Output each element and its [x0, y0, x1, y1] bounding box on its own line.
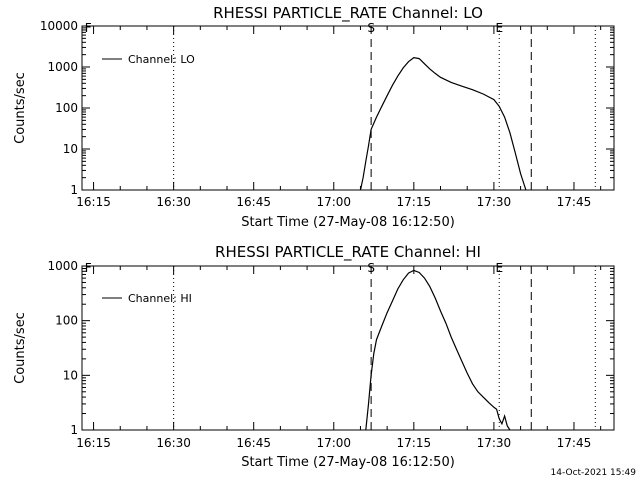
x-tick-label: 17:00 [316, 195, 351, 209]
y-tick-label: 1 [70, 183, 78, 197]
x-tick-label: 17:45 [557, 436, 592, 450]
x-tick-label: 17:45 [557, 195, 592, 209]
y-tick-label: 10 [63, 368, 78, 382]
x-axis-label: Start Time (27-May-08 16:12:50) [241, 215, 455, 230]
x-tick-label: 17:30 [477, 436, 512, 450]
x-tick-label: 17:15 [397, 195, 432, 209]
x-tick-label: 17:00 [316, 436, 351, 450]
x-axis-label: Start Time (27-May-08 16:12:50) [241, 455, 455, 470]
y-tick-label: 1 [70, 423, 78, 437]
y-tick-label: 1000 [47, 259, 78, 273]
legend-entry: Channel: LO [128, 53, 195, 66]
y-tick-label: 100 [55, 101, 78, 115]
lo-channel-panel: RHESSI PARTICLE_RATE Channel: LO Start Ti… [13, 4, 615, 230]
x-tick-label: 16:45 [236, 436, 271, 450]
series-line [365, 269, 511, 431]
y-tick-label: 10000 [40, 19, 78, 33]
chart-title: RHESSI PARTICLE_RATE Channel: HI [215, 243, 481, 262]
y-tick-label: 1000 [47, 60, 78, 74]
x-tick-label: 17:15 [397, 436, 432, 450]
plot-frame [81, 265, 615, 431]
legend-entry: Channel: HI [128, 292, 192, 305]
footer-timestamp: 14-Oct-2021 15:49 [551, 468, 637, 478]
marker-f: F [85, 21, 92, 35]
series-line [359, 56, 527, 191]
x-tick-label: 16:15 [76, 195, 111, 209]
y-tick-label: 100 [55, 314, 78, 328]
chart-title: RHESSI PARTICLE_RATE Channel: LO [213, 4, 483, 23]
y-tick-label: 10 [63, 142, 78, 156]
x-tick-label: 16:30 [156, 436, 191, 450]
plot-frame [81, 25, 615, 191]
hi-channel-panel: RHESSI PARTICLE_RATE Channel: HI Start Ti… [13, 243, 615, 470]
x-tick-label: 16:30 [156, 195, 191, 209]
marker-s: S [367, 21, 375, 35]
x-tick-label: 16:15 [76, 436, 111, 450]
y-axis-label: Counts/sec [13, 312, 28, 384]
marker-s: S [367, 261, 375, 275]
x-tick-label: 17:30 [477, 195, 512, 209]
x-tick-label: 16:45 [236, 195, 271, 209]
marker-e: E [495, 21, 503, 35]
y-axis-label: Counts/sec [13, 72, 28, 144]
marker-f: F [85, 261, 92, 275]
marker-e: E [495, 261, 503, 275]
